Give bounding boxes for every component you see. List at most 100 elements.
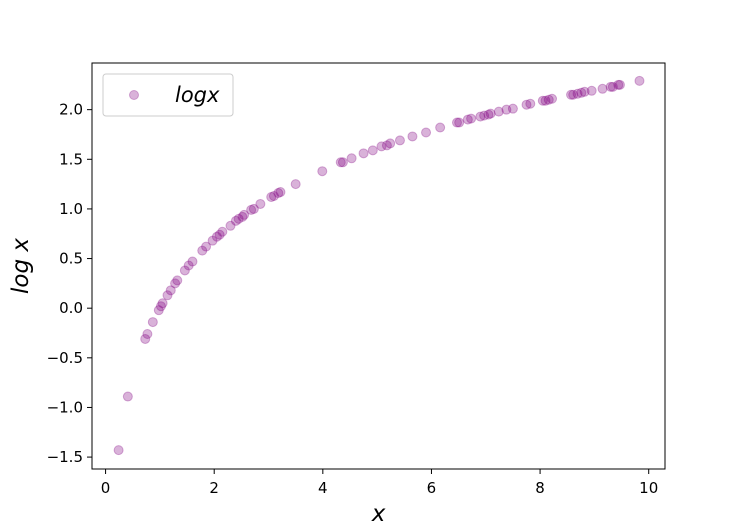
data-point [407, 131, 418, 142]
legend-marker [129, 90, 139, 100]
data-point [122, 391, 133, 402]
data-point [462, 114, 473, 125]
data-point [230, 215, 241, 226]
data-point [268, 191, 279, 202]
data-point [201, 241, 212, 252]
y-tick-label: 1.5 [59, 150, 83, 168]
data-point [217, 226, 228, 237]
data-point [317, 166, 328, 177]
data-point [214, 229, 225, 240]
data-point [475, 111, 486, 122]
data-point [155, 301, 166, 312]
data-point [225, 220, 236, 231]
data-point [540, 95, 551, 106]
data-point [394, 135, 405, 146]
y-tick-label: −1.0 [47, 398, 83, 416]
data-point [179, 265, 190, 276]
data-point [537, 95, 548, 106]
x-tick-label: 8 [535, 479, 545, 497]
data-point [255, 198, 266, 209]
data-point [634, 75, 645, 86]
y-tick-label: 1.0 [59, 200, 83, 218]
data-point [568, 89, 579, 100]
data-point [367, 145, 378, 156]
data-point [521, 99, 532, 110]
data-point [507, 103, 518, 114]
data-point [586, 85, 597, 96]
data-point [147, 317, 158, 328]
data-point [579, 86, 590, 97]
data-point [165, 285, 176, 296]
data-point [239, 209, 250, 220]
data-point [543, 94, 554, 105]
legend-label: logx [175, 83, 220, 107]
data-point [290, 179, 301, 190]
data-point [197, 245, 208, 256]
y-tick-label: 0.5 [59, 250, 83, 268]
data-point [597, 83, 608, 94]
y-tick-label: −0.5 [47, 349, 83, 367]
data-point [607, 81, 618, 92]
data-point [485, 108, 496, 119]
data-point [172, 275, 183, 286]
data-point [113, 445, 124, 456]
data-point [605, 81, 616, 92]
x-tick-label: 10 [639, 479, 658, 497]
data-point [435, 122, 446, 133]
x-tick-label: 2 [209, 479, 219, 497]
data-point [162, 290, 173, 301]
data-point [207, 235, 218, 246]
data-point [547, 93, 558, 104]
data-point [237, 211, 248, 222]
data-point [233, 213, 244, 224]
data-point [576, 87, 587, 98]
data-point [525, 98, 536, 109]
data-point [273, 188, 284, 199]
y-axis-label: log x [8, 238, 34, 294]
data-point [381, 140, 392, 151]
data-point [421, 127, 432, 138]
data-point [140, 333, 151, 344]
x-tick-label: 0 [101, 479, 111, 497]
data-point [246, 204, 257, 215]
data-point [153, 305, 164, 316]
data-point [187, 256, 198, 267]
data-point [614, 79, 625, 90]
data-point [454, 117, 465, 128]
legend-box [102, 73, 234, 117]
data-point [451, 117, 462, 128]
x-tick-label: 6 [427, 479, 437, 497]
data-point [337, 157, 348, 168]
plot-area-frame [91, 62, 666, 470]
data-point [142, 328, 153, 339]
y-tick-label: −1.5 [47, 448, 83, 466]
y-tick-label: 0.0 [59, 299, 83, 317]
data-point [335, 157, 346, 168]
data-point [157, 298, 168, 309]
data-point [572, 88, 583, 99]
data-points [113, 75, 645, 456]
data-point [346, 153, 357, 164]
y-tick-label: 2.0 [59, 101, 83, 119]
data-point [479, 110, 490, 121]
y-axis-ticks: −1.5 −1.0 −0.5 0.0 0.5 1.0 1.5 2.0 [47, 101, 92, 466]
data-point [275, 187, 286, 198]
legend: logx [102, 73, 234, 117]
data-point [183, 260, 194, 271]
data-point [358, 148, 369, 159]
data-point [493, 106, 504, 117]
x-axis-ticks: 0 2 4 6 8 10 [101, 469, 658, 497]
x-tick-label: 4 [318, 479, 328, 497]
data-point [466, 113, 477, 124]
data-point [385, 138, 396, 149]
data-point [501, 104, 512, 115]
data-point [566, 89, 577, 100]
data-point [266, 192, 277, 203]
data-point [376, 141, 387, 152]
data-point [170, 278, 181, 289]
data-point [613, 79, 624, 90]
data-point [248, 203, 259, 214]
x-axis-label: x [371, 501, 386, 527]
data-point [211, 231, 222, 242]
